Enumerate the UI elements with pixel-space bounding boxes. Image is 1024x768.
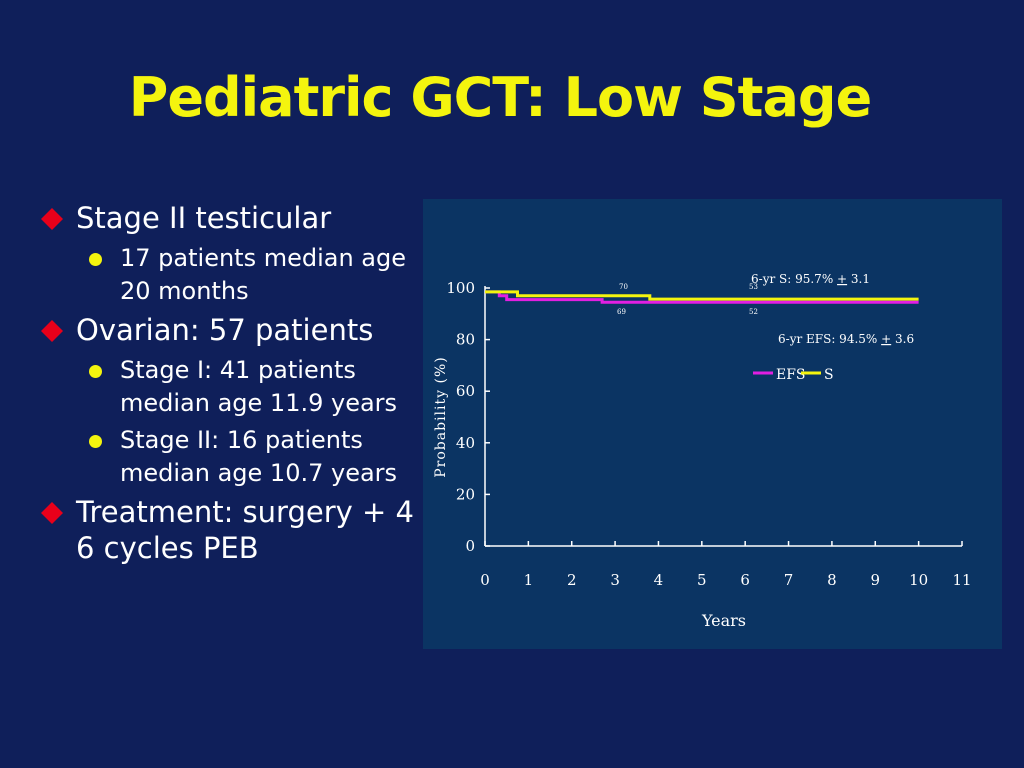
series-s-line xyxy=(485,290,919,301)
bullet-treatment: Treatment: surgery + 4 6 cycles PEB xyxy=(38,494,438,566)
dot-bullet-icon xyxy=(89,365,102,378)
s-annotation: 6-yr S: 95.7% + 3.1 xyxy=(751,272,870,286)
bullet-text: Stage II testicular xyxy=(76,201,332,235)
sub-bullet-line: median age 11.9 years xyxy=(120,389,398,417)
x-tick-label: 10 xyxy=(909,571,928,589)
sub-bullet-line: 20 months xyxy=(120,277,249,305)
x-tick-label: 5 xyxy=(697,571,707,589)
bullet-text: Ovarian: 57 patients xyxy=(76,313,374,347)
x-tick-label: 0 xyxy=(480,571,490,589)
y-tick-label: 80 xyxy=(456,331,475,349)
s-annotation-label: 6-yr S: 95.7% xyxy=(751,272,837,286)
efs-annotation-label: 6-yr EFS: 94.5% xyxy=(778,332,881,346)
y-tick-label: 40 xyxy=(456,434,475,452)
x-axis-label: Years xyxy=(701,611,746,630)
x-tick-label: 2 xyxy=(567,571,577,589)
sub-bullet: 17 patients median age 20 months xyxy=(38,242,438,308)
x-tick-label: 6 xyxy=(740,571,750,589)
x-tick-label: 7 xyxy=(784,571,794,589)
n-at-risk-s-6: 53 xyxy=(749,283,758,291)
dot-bullet-icon xyxy=(89,435,102,448)
efs-annotation-value: 3.6 xyxy=(891,332,914,346)
chart-legend: EFS S xyxy=(753,367,834,383)
x-tick-label: 4 xyxy=(654,571,664,589)
sub-bullet-line: 17 patients median age xyxy=(120,244,407,272)
sub-bullet-line: median age 10.7 years xyxy=(120,459,398,487)
n-at-risk-efs-6: 52 xyxy=(749,308,758,316)
slide-title: Pediatric GCT: Low Stage xyxy=(128,66,872,129)
bullet-text: 6 cycles PEB xyxy=(76,531,259,565)
bullet-list: Stage II testicular 17 patients median a… xyxy=(38,200,438,572)
sub-bullet-line: Stage II: 16 patients xyxy=(120,426,363,454)
x-tick-label: 3 xyxy=(610,571,620,589)
n-at-risk-s-3: 70 xyxy=(619,283,628,291)
diamond-bullet-icon xyxy=(41,208,63,230)
survival-chart-panel: 0 1 2 3 4 5 6 7 8 9 10 11 0 20 40 60 80 100 Probability (… xyxy=(423,199,1002,649)
s-annotation-pm: + xyxy=(837,272,847,286)
s-annotation-value: 3.1 xyxy=(847,272,870,286)
x-tick-label: 1 xyxy=(524,571,534,589)
legend-s-label: S xyxy=(824,367,834,383)
x-tick-label: 9 xyxy=(870,571,880,589)
dot-bullet-icon xyxy=(89,253,102,266)
efs-annotation-pm: + xyxy=(881,332,891,346)
diamond-bullet-icon xyxy=(41,502,63,524)
y-tick-label: 20 xyxy=(456,485,475,503)
sub-bullet-line: Stage I: 41 patients xyxy=(120,356,356,384)
y-axis-label: Probability (%) xyxy=(433,356,449,477)
bullet-stage2-testicular: Stage II testicular xyxy=(38,200,438,236)
sub-bullet: Stage I: 41 patients median age 11.9 yea… xyxy=(38,354,438,420)
x-tick-label: 8 xyxy=(827,571,837,589)
diamond-bullet-icon xyxy=(41,320,63,342)
y-tick-label: 60 xyxy=(456,382,475,400)
y-tick-label: 100 xyxy=(446,279,475,297)
sub-bullet: Stage II: 16 patients median age 10.7 ye… xyxy=(38,424,438,490)
n-at-risk-efs-3: 69 xyxy=(617,308,626,316)
legend-efs-label: EFS xyxy=(776,367,806,383)
survival-chart: 0 1 2 3 4 5 6 7 8 9 10 11 0 20 40 60 80 100 Probability (… xyxy=(433,272,972,630)
bullet-ovarian: Ovarian: 57 patients xyxy=(38,312,438,348)
bullet-text: Treatment: surgery + 4 xyxy=(76,495,414,529)
x-tick-label: 11 xyxy=(952,571,971,589)
efs-annotation: 6-yr EFS: 94.5% + 3.6 xyxy=(778,332,914,346)
y-tick-label: 0 xyxy=(465,537,475,555)
